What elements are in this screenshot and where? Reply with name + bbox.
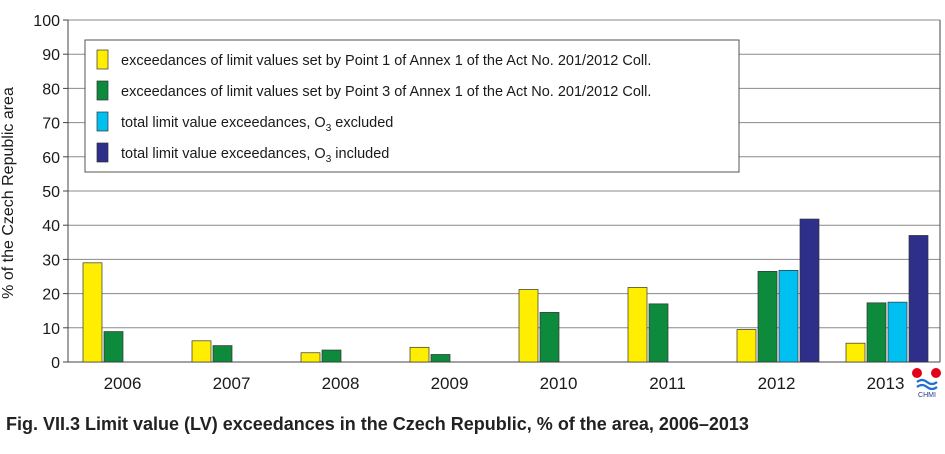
y-tick-label: 10 (42, 321, 60, 338)
y-axis-ticks: 0 10 20 30 40 50 60 70 80 90 100 (33, 13, 68, 372)
y-tick-label: 40 (42, 218, 60, 235)
bars (82, 218, 929, 363)
bar-2013-series-3 (887, 301, 908, 363)
legend-swatch (96, 142, 109, 163)
x-tick-label: 2012 (758, 374, 796, 393)
x-tick-label: 2013 (867, 374, 905, 393)
bar-2009-series-2 (430, 354, 451, 363)
x-tick-label: 2011 (649, 374, 686, 393)
y-tick-label: 0 (51, 355, 60, 372)
logo-text: CHMI (918, 392, 936, 399)
legend-label: exceedances of limit values set by Point… (121, 53, 651, 69)
x-tick-label: 2009 (431, 374, 469, 393)
bar-2007-series-2 (212, 345, 233, 363)
bar-2008-series-2 (321, 349, 342, 363)
bar-2013-series-4 (908, 235, 929, 363)
legend-label: exceedances of limit values set by Point… (121, 84, 651, 100)
x-tick-label: 2006 (104, 374, 142, 393)
y-tick-label: 50 (42, 184, 60, 201)
y-tick-label: 90 (42, 47, 60, 64)
bar-2012-series-3 (778, 269, 799, 363)
bar-2006-series-2 (103, 331, 124, 363)
bar-2010-series-1 (518, 289, 539, 363)
bar-2013-series-2 (866, 302, 887, 363)
bar-2012-series-1 (736, 329, 757, 363)
figure-caption: Fig. VII.3 Limit value (LV) exceedances … (6, 414, 749, 434)
legend: exceedances of limit values set by Point… (84, 39, 740, 173)
y-tick-label: 100 (33, 13, 60, 30)
y-tick-label: 70 (42, 116, 60, 133)
bar-2008-series-1 (300, 352, 321, 363)
y-tick-label: 20 (42, 287, 60, 304)
bar-2010-series-2 (539, 312, 560, 363)
bar-2006-series-1 (82, 262, 103, 363)
bar-2012-series-4 (799, 218, 820, 363)
bar-2012-series-2 (757, 271, 778, 363)
x-tick-label: 2008 (322, 374, 360, 393)
legend-label: total limit value exceedances, O3 includ… (121, 146, 389, 165)
y-tick-label: 30 (42, 252, 60, 269)
bar-2011-series-2 (648, 303, 669, 363)
y-axis-label: % of the Czech Republic area (0, 87, 17, 299)
bar-2009-series-1 (409, 346, 430, 363)
legend-label: total limit value exceedances, O3 exclud… (121, 115, 393, 134)
bar-2013-series-1 (845, 342, 866, 363)
y-tick-label: 60 (42, 150, 60, 167)
y-tick-label: 80 (42, 81, 60, 98)
bar-2011-series-1 (627, 287, 648, 363)
legend-swatch (96, 49, 109, 70)
x-tick-label: 2007 (213, 374, 251, 393)
legend-swatch (96, 111, 109, 132)
x-axis-ticks: 2006 2007 2008 2009 2010 2011 2012 2013 (104, 374, 905, 393)
legend-swatch (96, 80, 109, 101)
x-tick-label: 2010 (540, 374, 578, 393)
chmi-logo: CHMI (912, 368, 941, 399)
bar-2007-series-1 (191, 340, 212, 363)
gridlines (67, 19, 941, 363)
legend-box (84, 39, 740, 173)
